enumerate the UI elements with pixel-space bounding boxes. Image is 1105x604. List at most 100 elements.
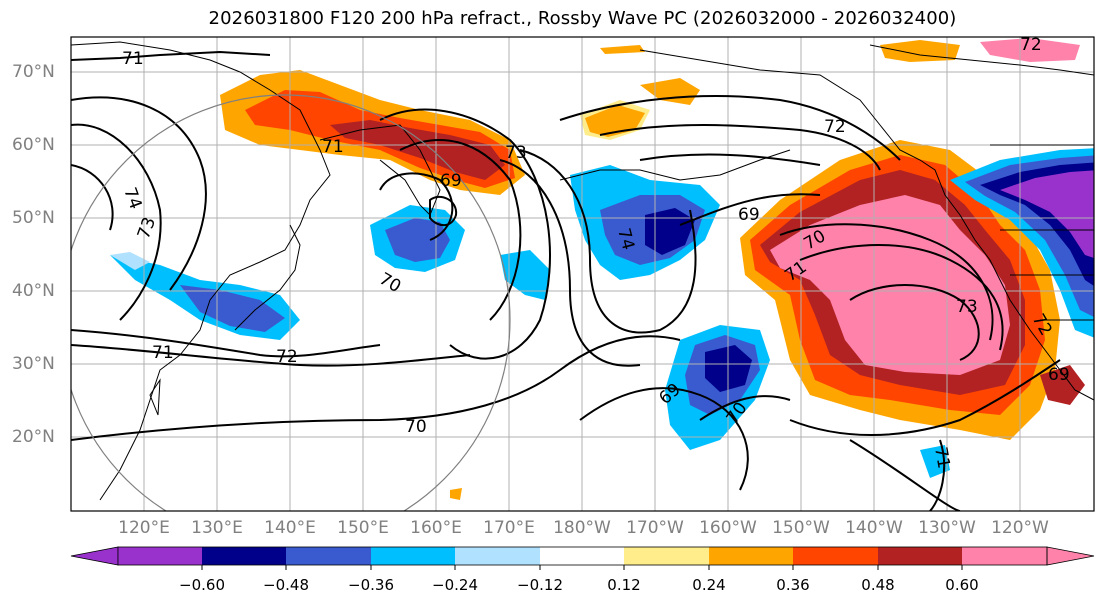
contour-label: 72: [1020, 35, 1042, 55]
lon-label: 140°W: [845, 518, 903, 538]
colorbar-segment: [793, 547, 878, 565]
contour-line: [679, 193, 821, 226]
contour-line: [699, 395, 791, 421]
colorbar-tick-label: 0.36: [776, 576, 810, 594]
contour-label: 73: [134, 215, 160, 242]
contour-line: [639, 153, 821, 166]
shading-layer: [110, 38, 1094, 500]
negative-anomaly-japan-light: [110, 252, 150, 270]
refractivity-contours: [71, 50, 1061, 511]
colorbar-tick-label: 0.48: [861, 576, 895, 594]
contour-line: [849, 284, 980, 361]
contour-line: [429, 195, 458, 227]
contour-label: 71: [930, 445, 953, 470]
colorbar-tick-label: −0.48: [263, 576, 309, 594]
contour-line: [519, 149, 697, 334]
lon-label: 130°E: [191, 518, 243, 538]
colorbar-segment: [709, 547, 793, 565]
colorbar-extend-min: [70, 546, 119, 566]
positive-anomaly-arctic-d: [600, 45, 645, 54]
lat-label: 50°N: [12, 208, 55, 228]
contour-label: 71: [322, 137, 344, 157]
coastline-aleutians: [559, 149, 791, 181]
positive-anomaly-arctic-c: [980, 38, 1080, 62]
contour-line: [579, 387, 749, 491]
lon-label: 170°W: [626, 518, 684, 538]
contour-label: 70: [405, 417, 427, 437]
contour-line: [799, 244, 1004, 351]
coastlines: [71, 41, 1094, 501]
positive-anomaly-baja: [1040, 365, 1085, 405]
contour-line: [499, 159, 641, 367]
contour-line: [849, 439, 961, 511]
negative-anomaly-canada-purple: [1000, 170, 1094, 258]
negative-anomaly-central-pacific-navy: [645, 208, 695, 255]
contour-line: [71, 329, 381, 358]
colorbar-tick-label: −0.24: [432, 576, 478, 594]
lon-label: 150°E: [337, 518, 389, 538]
coastline-arctic: [869, 44, 1094, 76]
contour-line: [929, 439, 946, 511]
lon-label: 160°E: [410, 518, 462, 538]
chart-title: 2026031800 F120 200 hPa refract., Rossby…: [208, 8, 957, 29]
coastline-alaska: [639, 49, 1094, 401]
contour-label: 72: [824, 117, 846, 137]
contour-label: 71: [122, 49, 144, 69]
colorbar: [70, 546, 1095, 570]
lon-label: 140°E: [264, 518, 316, 538]
contour-line: [71, 335, 681, 441]
negative-anomaly-japan-sea-blue: [385, 218, 450, 262]
contour-line: [71, 123, 162, 321]
lon-label: 130°W: [918, 518, 976, 538]
colorbar-segment: [371, 547, 455, 565]
contour-line: [379, 108, 551, 360]
contour-line: [71, 50, 271, 61]
colorbar-segment: [540, 547, 624, 565]
contour-label: 73: [956, 297, 978, 317]
contour-line: [789, 359, 1061, 436]
colorbar-segment: [202, 547, 286, 565]
colorbar-segment: [962, 547, 1047, 565]
lon-label: 160°W: [699, 518, 757, 538]
colorbar-segment: [455, 547, 540, 565]
coastline-taiwan: [149, 378, 161, 416]
contour-label: 71: [152, 343, 174, 363]
contour-label: 74: [119, 185, 145, 212]
lat-label: 30°N: [12, 354, 55, 374]
lon-label: 120°E: [118, 518, 170, 538]
contour-label: 69: [440, 171, 462, 191]
negative-anomaly-japan-blue: [180, 285, 285, 332]
contour-label-layer: 71 71 74 73 69 73 70 71 72 70 69 74 69 7…: [119, 35, 1069, 470]
colorbar-tick-label: −0.60: [179, 576, 225, 594]
coastline-japan: [234, 224, 301, 331]
lat-label: 70°N: [12, 62, 55, 82]
contour-line: [379, 172, 454, 241]
colorbar-tick-label: −0.12: [517, 576, 563, 594]
colorbar-tick-label: −0.36: [348, 576, 394, 594]
colorbar-tick-label: 0.24: [692, 576, 726, 594]
positive-anomaly-small: [450, 488, 462, 500]
gridlines: [71, 37, 1094, 511]
lon-label: 150°W: [772, 518, 830, 538]
lon-label: 180°W: [553, 518, 611, 538]
colorbar-segment: [878, 547, 962, 565]
colorbar-tick-marks: [201, 565, 963, 570]
lat-label: 40°N: [12, 281, 55, 301]
lat-label: 60°N: [12, 135, 55, 155]
contour-label: 72: [276, 347, 298, 367]
contour-line: [559, 95, 901, 161]
colorbar-segment: [286, 547, 371, 565]
negative-anomaly-kamchatka: [500, 250, 550, 300]
colorbar-frame: [117, 546, 1048, 566]
contour-line: [779, 223, 994, 341]
colorbar-tick-label: 0.60: [945, 576, 979, 594]
contour-line: [599, 124, 881, 171]
contour-line: [399, 139, 522, 321]
contour-label: 73: [505, 143, 527, 163]
coastline-asia: [71, 41, 331, 501]
colorbar-tick-label: 0.12: [607, 576, 641, 594]
contour-label: 70: [376, 269, 405, 297]
map-frame: [70, 36, 1095, 512]
coastline-kamchatka: [319, 124, 441, 216]
